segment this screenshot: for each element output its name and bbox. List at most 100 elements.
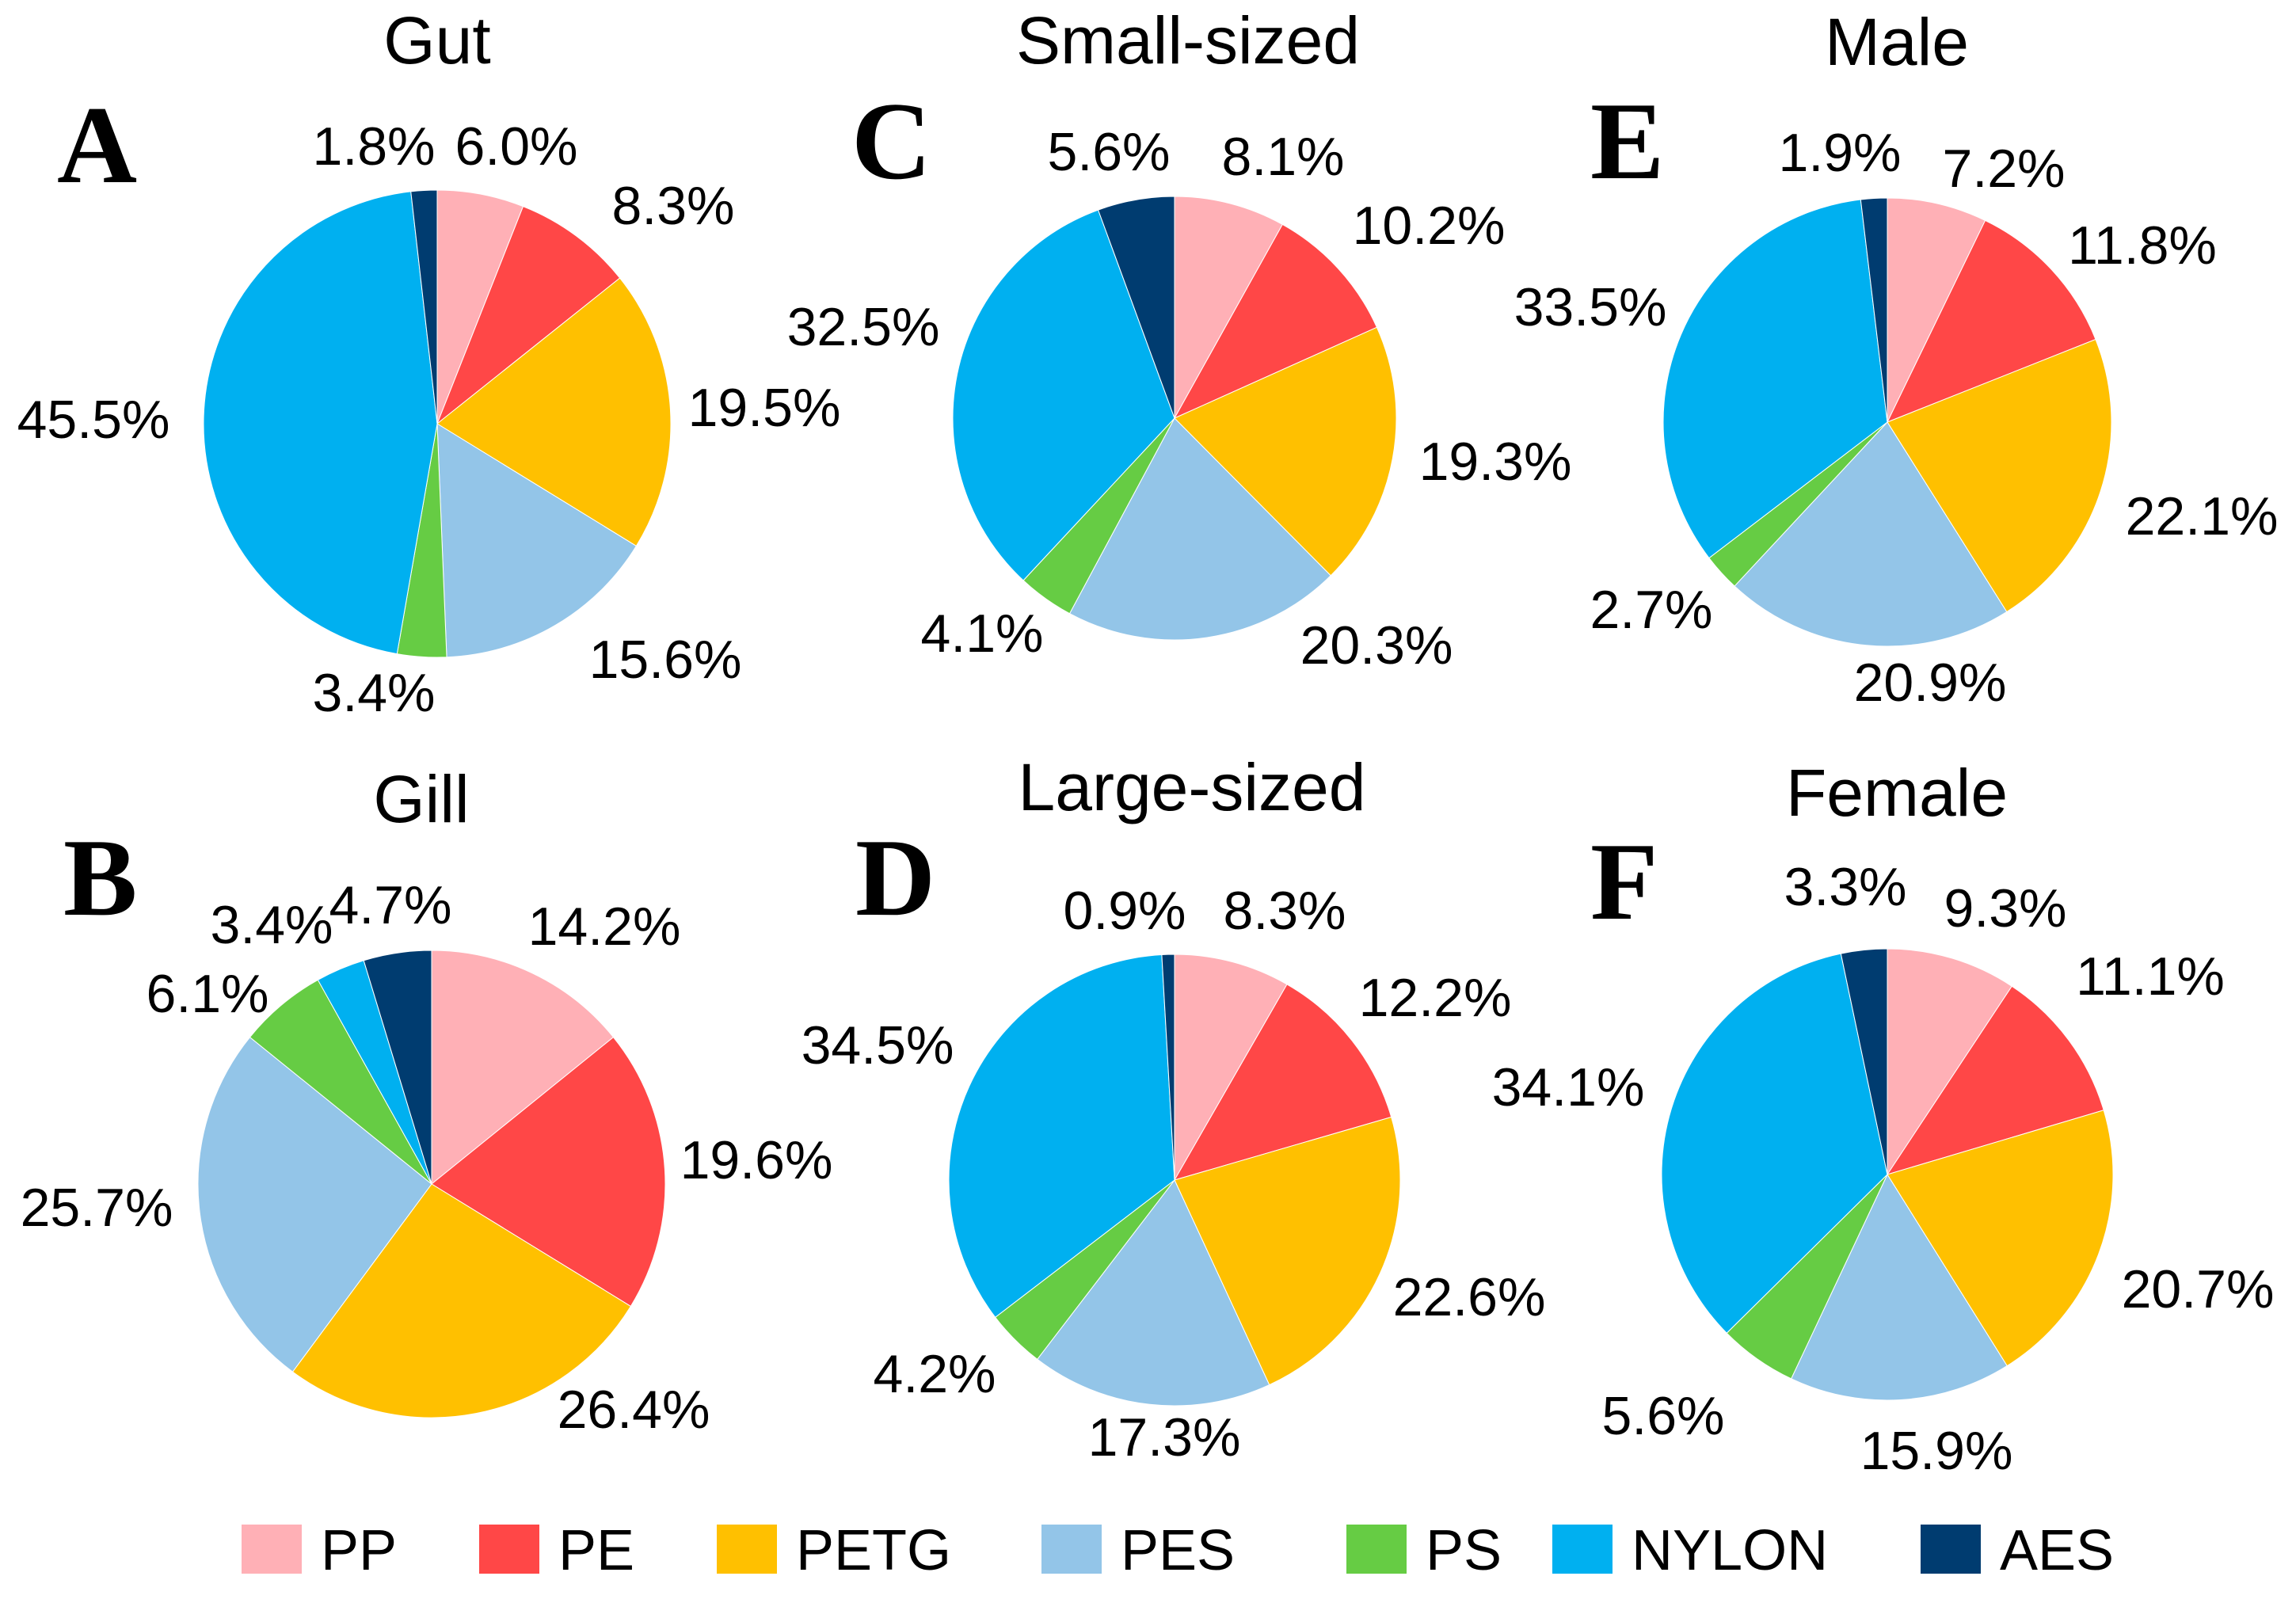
legend: PP PE PETG PES PS NYLON AES xyxy=(242,1519,2114,1582)
pie-slice-pe xyxy=(431,1036,666,1308)
slice-label-pp: 14.2% xyxy=(528,897,681,957)
slice-label-nylon: 34.5% xyxy=(802,1015,954,1076)
slice-label-ps: 3.4% xyxy=(313,663,436,723)
slice-label-pe: 12.2% xyxy=(1359,968,1512,1028)
slice-label-ps: 5.6% xyxy=(1602,1386,1725,1446)
pie-slice-nylon xyxy=(203,191,438,655)
slice-label-pes: 15.9% xyxy=(1860,1421,2013,1481)
pie-slice-pes xyxy=(197,1036,432,1372)
chart-title: Small-sized xyxy=(1016,3,1360,78)
slice-label-pes: 25.7% xyxy=(21,1178,173,1238)
slice-label-aes: 0.9% xyxy=(1064,881,1186,941)
legend-label-ps: PS xyxy=(1426,1519,1502,1582)
legend-swatch-aes xyxy=(1921,1525,1981,1574)
slice-label-petg: 19.5% xyxy=(688,378,841,438)
legend-label-pe: PE xyxy=(558,1519,634,1582)
slice-label-petg: 19.3% xyxy=(1419,432,1572,492)
panel-letter: C xyxy=(851,80,931,203)
panel-gill: Gill B 14.2% 19.6% 26.4% 25.7% 6.1% 3.4%4.7% xyxy=(21,762,833,1440)
panel-letter: A xyxy=(57,84,137,207)
chart-title: Gut xyxy=(383,3,490,78)
slice-label-aes: 3.3% xyxy=(1784,857,1907,917)
legend-swatch-ps xyxy=(1346,1525,1407,1574)
pie-slice-aes xyxy=(1860,197,1888,423)
panel-gut: Gut A 6.0% 8.3% 19.5% 15.6% 3.4% 45.5% 1.8% xyxy=(17,3,841,723)
legend-label-nylon: NYLON xyxy=(1632,1519,1828,1582)
slice-label-petg: 22.6% xyxy=(1393,1267,1546,1327)
pie-slice-petg xyxy=(436,277,672,547)
slice-label-aes: 5.6% xyxy=(1048,122,1171,182)
pie-slice-nylon xyxy=(952,209,1175,581)
pie-slice-petg xyxy=(1174,326,1397,577)
panel-letter: E xyxy=(1590,80,1664,203)
slice-label-pe: 8.3% xyxy=(612,176,735,236)
pie-slice-pp xyxy=(1174,954,1288,1182)
pie-slice-aes xyxy=(410,189,438,424)
panel-small-sized: Small-sized C 8.1%10.2% 19.3% 20.3% 4.1% 32.… xyxy=(787,3,1572,676)
pie-slice-pe xyxy=(1173,223,1378,420)
slice-label-pes: 20.3% xyxy=(1300,615,1453,676)
pie-slice-pes xyxy=(1790,1173,2008,1401)
pie-slice-aes xyxy=(1161,954,1175,1181)
slice-label-pp: 7.2% xyxy=(1943,139,2066,199)
pie-slice-pp xyxy=(431,950,615,1186)
slice-label-ps: 2.7% xyxy=(1590,580,1713,640)
legend-label-petg: PETG xyxy=(796,1519,951,1582)
slice-label-pe: 19.6% xyxy=(680,1130,833,1190)
panel-female: Female F 9.3%11.1% 20.7% 15.9% 5.6% 34.1% 3.3… xyxy=(1492,756,2275,1481)
slice-label-petg: 22.1% xyxy=(2126,486,2279,546)
slice-label-ps: 4.2% xyxy=(874,1344,996,1404)
slice-label-pes: 17.3% xyxy=(1088,1407,1241,1468)
legend-label-aes: AES xyxy=(2000,1519,2114,1582)
slice-label-ps: 6.1% xyxy=(147,964,269,1024)
pie-slice-petg xyxy=(291,1183,632,1418)
pie-slice-petg xyxy=(1887,1110,2114,1367)
slice-label-nylon: 33.5% xyxy=(1514,277,1667,337)
pie-slice-pe xyxy=(1886,219,2096,423)
pie-slice-pp xyxy=(1174,196,1283,420)
chart-title: Male xyxy=(1825,5,1969,79)
legend-swatch-pe xyxy=(479,1525,539,1574)
legend-label-pp: PP xyxy=(321,1519,397,1582)
pie-slice-pes xyxy=(436,423,638,658)
legend-swatch-petg xyxy=(717,1525,777,1574)
slice-label-pe: 11.1% xyxy=(2076,946,2225,1007)
slice-label-pp: 9.3% xyxy=(1944,878,2067,938)
slice-label-petg: 20.7% xyxy=(2122,1259,2275,1319)
pie-slice-petg xyxy=(1887,338,2112,613)
chart-title: Gill xyxy=(373,762,469,836)
pie-slice-pp xyxy=(1887,197,1986,423)
slice-label-nylon: 34.1% xyxy=(1492,1057,1645,1117)
panel-letter: F xyxy=(1590,820,1658,943)
pie-slice-aes xyxy=(1840,948,1888,1175)
slice-label-ps: 4.1% xyxy=(921,603,1044,664)
slice-label-nylon: 45.5% xyxy=(17,390,170,450)
panel-large-sized: Large-sized D 8.3%12.2% 22.6% 17.3% 4.2% 34.… xyxy=(802,750,1546,1468)
legend-swatch-nylon xyxy=(1552,1525,1613,1574)
slice-label-pe: 10.2% xyxy=(1353,196,1506,256)
pie-slice-pes xyxy=(1734,421,2008,647)
pie-slice-pe xyxy=(436,206,621,425)
panel-male: Male E 7.2%11.8% 22.1% 20.9% 2.7% 33.5% 1.9% xyxy=(1514,5,2279,713)
slice-label-pes: 20.9% xyxy=(1854,653,2007,713)
pie-slice-petg xyxy=(1174,1116,1401,1386)
chart-title: Female xyxy=(1786,756,2008,830)
pie-slice-pe xyxy=(1173,984,1392,1181)
pie-slice-pe xyxy=(1886,985,2104,1175)
slice-label-aes: 1.8% xyxy=(313,116,436,177)
pie-slice-nylon xyxy=(948,954,1175,1318)
legend-swatch-pp xyxy=(242,1525,302,1574)
panel-letter: B xyxy=(63,817,137,939)
slice-label-petg: 26.4% xyxy=(558,1380,710,1440)
panel-letter: D xyxy=(855,817,935,939)
slice-label-nylon: 3.4% xyxy=(211,895,333,955)
pie-slice-aes xyxy=(363,950,432,1185)
chart-title: Large-sized xyxy=(1019,750,1366,824)
pie-slice-nylon xyxy=(1661,953,1888,1334)
pie-slice-pes xyxy=(1037,1179,1270,1407)
legend-swatch-pes xyxy=(1041,1525,1102,1574)
slice-label-pes: 15.6% xyxy=(589,630,742,690)
slice-label-pe: 11.8% xyxy=(2068,215,2217,276)
slice-label-pp: 8.1% xyxy=(1222,127,1345,187)
